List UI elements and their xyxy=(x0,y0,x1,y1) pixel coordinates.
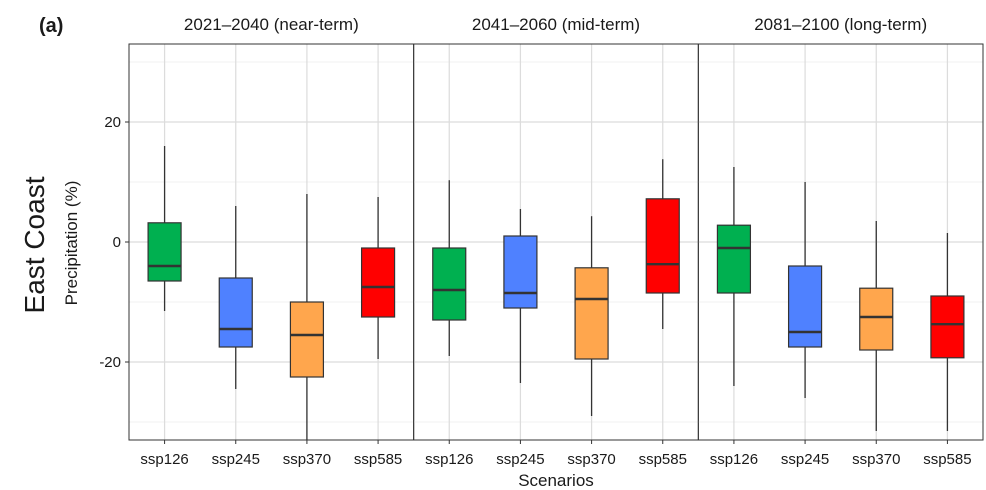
x-tick-label: ssp245 xyxy=(212,451,260,468)
x-tick-label: ssp126 xyxy=(140,451,188,468)
box-ssp585 xyxy=(360,197,396,359)
y-axis-label: Precipitation (%) xyxy=(62,181,81,306)
panel-label: (a) xyxy=(39,15,63,37)
box-iqr xyxy=(859,287,894,351)
box-iqr xyxy=(289,301,325,378)
box-ssp245 xyxy=(218,206,253,389)
box-iqr xyxy=(503,235,538,309)
x-tick-label: ssp126 xyxy=(710,451,758,468)
facet-title: 2041–2060 (mid-term) xyxy=(472,15,640,34)
x-tick-label: ssp370 xyxy=(283,451,331,468)
box-ssp126 xyxy=(432,180,467,356)
box-iqr xyxy=(147,222,182,282)
y-tick-label: 0 xyxy=(113,234,121,251)
facet-panel: 2041–2060 (mid-term) ssp126 ssp245 ssp370 ss… xyxy=(413,15,699,468)
box-iqr xyxy=(360,247,396,318)
panel-border xyxy=(697,43,984,441)
box-ssp126 xyxy=(147,146,182,311)
box-iqr xyxy=(787,265,823,348)
box-iqr xyxy=(218,277,253,348)
row-label: East Coast xyxy=(19,176,50,313)
x-tick-label: ssp370 xyxy=(567,451,615,468)
x-tick-label: ssp245 xyxy=(496,451,544,468)
facet-panel: 2021–2040 (near-term) ssp126 ssp245 ssp370 s… xyxy=(128,15,415,468)
x-tick-label: ssp370 xyxy=(852,451,900,468)
box-ssp245 xyxy=(503,209,538,383)
box-ssp585 xyxy=(645,159,680,329)
facet-panel: 2081–2100 (long-term) ssp126 ssp245 ssp370 s… xyxy=(697,15,984,468)
x-tick-label: ssp585 xyxy=(354,451,402,468)
box-iqr xyxy=(432,247,467,321)
x-axis-label: Scenarios xyxy=(518,471,594,490)
y-tick-label: 20 xyxy=(104,114,121,131)
x-tick-label: ssp245 xyxy=(781,451,829,468)
facet-title: 2021–2040 (near-term) xyxy=(184,15,359,34)
x-tick-label: ssp585 xyxy=(639,451,687,468)
box-ssp245 xyxy=(787,182,823,398)
facet-title: 2081–2100 (long-term) xyxy=(754,15,927,34)
box-iqr xyxy=(716,224,752,294)
box-iqr xyxy=(645,198,680,294)
x-tick-label: ssp585 xyxy=(923,451,971,468)
box-ssp370 xyxy=(289,194,325,440)
box-ssp370 xyxy=(859,221,894,431)
x-tick-label: ssp126 xyxy=(425,451,473,468)
box-ssp370 xyxy=(574,216,609,416)
box-iqr xyxy=(574,267,609,360)
y-tick-label: -20 xyxy=(99,354,121,371)
box-iqr xyxy=(930,295,965,359)
box-ssp126 xyxy=(716,167,752,386)
box-ssp585 xyxy=(930,233,965,431)
